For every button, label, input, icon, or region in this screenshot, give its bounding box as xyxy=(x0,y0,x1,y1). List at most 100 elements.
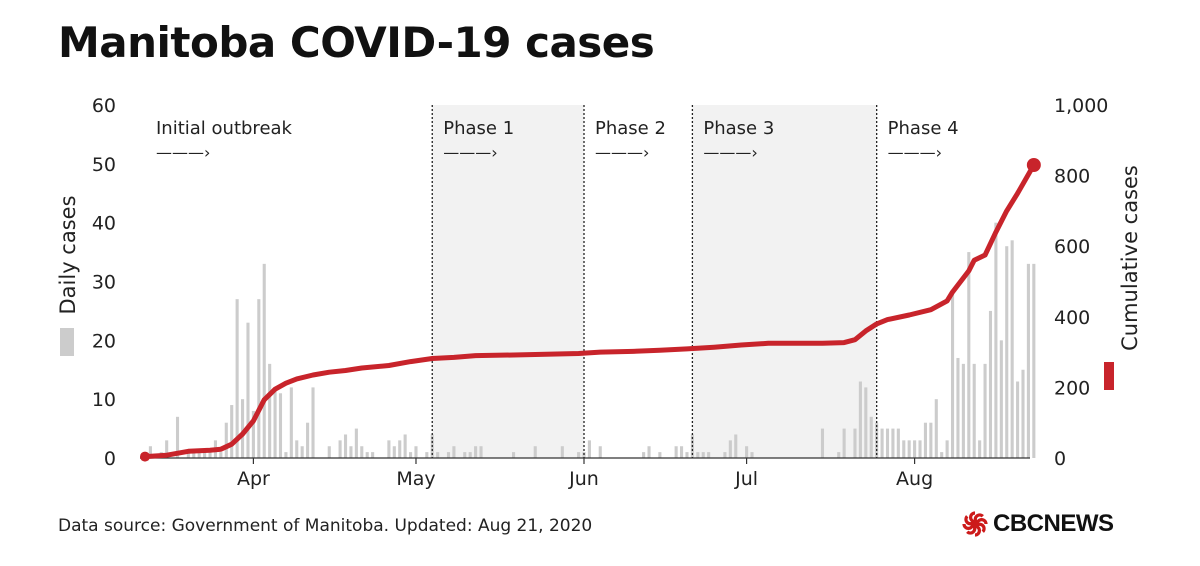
daily-bar xyxy=(869,416,873,458)
daily-bar xyxy=(587,440,591,458)
daily-legend-swatch xyxy=(60,328,74,356)
cumulative-legend-swatch xyxy=(1104,362,1114,390)
daily-bar xyxy=(387,440,391,458)
daily-bar xyxy=(913,440,917,458)
daily-bar xyxy=(1016,381,1020,458)
daily-bar xyxy=(891,428,895,458)
daily-bar xyxy=(446,452,451,458)
daily-bars xyxy=(143,222,1036,458)
daily-bar xyxy=(197,452,201,458)
month-ticks: Apr May Jun Jul Aug xyxy=(237,458,933,490)
phase-labels: Initial outbreak ———› Phase 1 ———› Phase 2 ——… xyxy=(156,118,959,162)
left-tick-label: 40 xyxy=(92,213,116,235)
daily-bar xyxy=(972,363,976,458)
daily-bar xyxy=(967,252,971,458)
daily-bar xyxy=(219,452,223,458)
phase-label: Phase 2 xyxy=(595,118,666,139)
daily-bar xyxy=(820,428,825,458)
phase-arrow: ———› xyxy=(595,143,649,162)
daily-bar xyxy=(327,446,331,458)
daily-bar xyxy=(674,446,678,458)
daily-bar xyxy=(1021,369,1025,458)
daily-bar xyxy=(685,452,689,458)
daily-bar xyxy=(203,452,207,458)
daily-bar xyxy=(511,452,516,458)
phase-label: Phase 1 xyxy=(443,118,514,139)
daily-bar xyxy=(452,446,456,458)
daily-bar xyxy=(858,381,862,458)
phase-label: Phase 4 xyxy=(888,118,959,139)
daily-bar xyxy=(734,434,738,458)
right-tick-label: 1,000 xyxy=(1054,95,1108,117)
daily-bar xyxy=(278,393,283,458)
daily-bar xyxy=(582,452,586,458)
daily-bar xyxy=(295,440,299,458)
daily-bar xyxy=(414,446,418,458)
daily-bar xyxy=(929,422,933,458)
daily-bar xyxy=(907,440,911,458)
right-tick-label: 800 xyxy=(1054,166,1090,188)
phase-label: Phase 3 xyxy=(703,118,774,139)
daily-bar xyxy=(560,446,564,458)
cumulative-start-dot xyxy=(140,451,150,462)
daily-bar xyxy=(235,299,239,458)
daily-bar xyxy=(1026,263,1030,458)
daily-bar xyxy=(360,446,364,458)
right-tick-label: 600 xyxy=(1054,236,1090,258)
daily-bar xyxy=(880,428,884,458)
daily-bar xyxy=(284,452,288,458)
daily-bar xyxy=(994,222,998,458)
daily-bar xyxy=(436,452,440,458)
daily-bar xyxy=(354,428,358,458)
daily-bar xyxy=(257,299,261,458)
daily-bar xyxy=(837,452,841,458)
daily-bar xyxy=(680,446,684,458)
daily-bar xyxy=(842,428,846,458)
daily-bar xyxy=(728,440,732,458)
left-tick-label: 50 xyxy=(92,154,116,176)
daily-bar xyxy=(192,452,196,458)
daily-bar xyxy=(918,440,922,458)
daily-bar xyxy=(723,452,727,458)
daily-bar xyxy=(902,440,906,458)
daily-bar xyxy=(371,452,375,458)
daily-bar xyxy=(658,452,662,458)
daily-bar xyxy=(289,387,293,458)
daily-bar xyxy=(983,363,987,458)
cumulative-line xyxy=(142,162,1037,460)
daily-bar xyxy=(186,452,190,458)
daily-bar xyxy=(262,263,266,458)
month-label: Jul xyxy=(734,468,758,490)
month-label: Aug xyxy=(896,468,933,490)
daily-bar xyxy=(885,428,890,458)
daily-bar xyxy=(468,452,472,458)
cbc-gem-icon xyxy=(962,511,988,537)
daily-bar xyxy=(148,446,152,458)
daily-bar xyxy=(306,422,310,458)
chart-title: Manitoba COVID-19 cases xyxy=(58,18,655,67)
month-label: May xyxy=(396,468,435,490)
daily-bar xyxy=(961,363,965,458)
daily-bar xyxy=(230,405,234,458)
daily-bar xyxy=(300,446,304,458)
cumulative-end-dot xyxy=(1026,158,1041,173)
daily-bar xyxy=(853,428,857,458)
daily-bar xyxy=(392,446,396,458)
daily-bar xyxy=(1005,246,1009,458)
daily-bar xyxy=(409,452,413,458)
daily-bar xyxy=(479,446,483,458)
left-tick-label: 20 xyxy=(92,330,116,352)
daily-bar xyxy=(750,452,754,458)
daily-bar xyxy=(864,387,868,458)
phase-arrow: ———› xyxy=(888,143,942,162)
daily-bar xyxy=(224,422,228,458)
daily-bar xyxy=(642,452,646,458)
logo-text: CBCNEWS xyxy=(993,510,1114,537)
month-label: Apr xyxy=(237,468,270,490)
gem-center xyxy=(972,521,978,527)
phase-arrow: ———› xyxy=(703,143,757,162)
daily-bar xyxy=(268,363,272,458)
daily-bar xyxy=(165,440,169,458)
daily-bar xyxy=(403,434,407,458)
daily-bar xyxy=(463,452,467,458)
